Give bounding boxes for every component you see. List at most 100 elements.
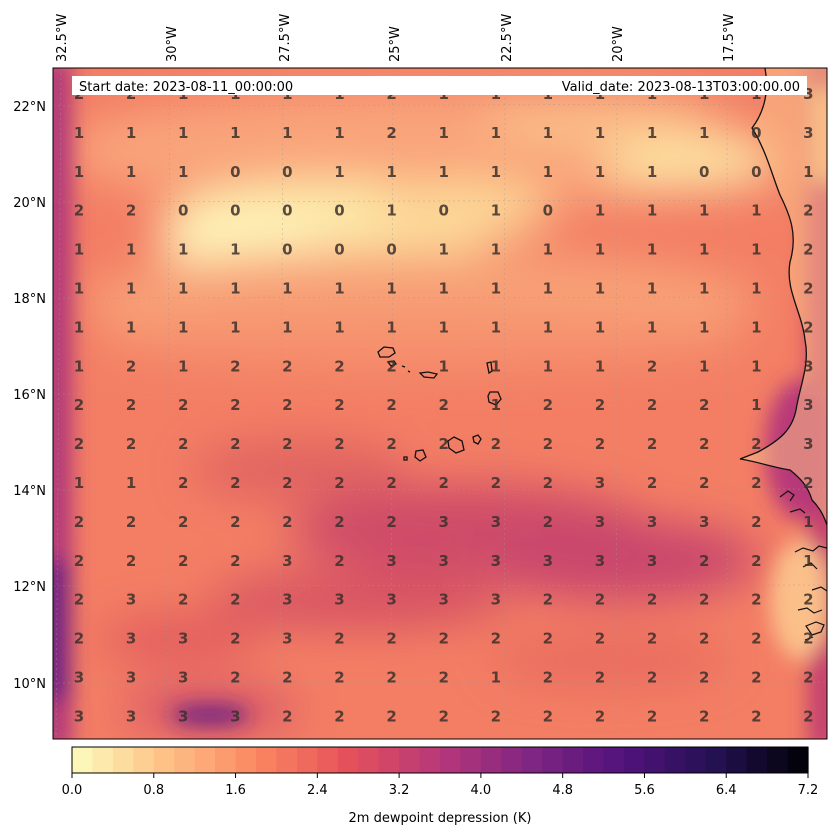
- grid-value-label: 1: [230, 241, 240, 259]
- grid-value-label: 1: [438, 357, 448, 375]
- grid-value-label: 1: [491, 396, 501, 414]
- colorbar-cell: [296, 747, 318, 773]
- colorbar-cell: [358, 747, 380, 773]
- grid-value-label: 2: [178, 513, 188, 531]
- grid-value-label: 3: [803, 396, 813, 414]
- lat-label-12n: 12°N: [13, 580, 46, 595]
- grid-value-label: 1: [74, 163, 84, 181]
- colorbar-tick-label: 1.6: [225, 783, 246, 798]
- grid-value-label: 3: [126, 630, 136, 648]
- field-blobs: [60, 90, 780, 730]
- colorbar-label: 2m dewpoint depression (K): [349, 811, 532, 826]
- lon-label-22-5w: 22.5°W: [500, 14, 515, 62]
- colorbar-cell: [378, 747, 400, 773]
- colorbar-cell: [460, 747, 482, 773]
- grid-value-label: 3: [126, 591, 136, 609]
- colorbar-tick-label: 7.2: [798, 783, 819, 798]
- grid-value-label: 2: [491, 630, 501, 648]
- header-box: [72, 76, 807, 95]
- grid-value-label: 3: [438, 513, 448, 531]
- colorbar-cell: [603, 747, 625, 773]
- grid-value-label: 2: [230, 396, 240, 414]
- grid-value-label: 0: [334, 202, 344, 220]
- grid-value-label: 0: [282, 163, 292, 181]
- grid-value-label: 1: [178, 163, 188, 181]
- grid-value-label: 3: [178, 669, 188, 687]
- colorbar-cell: [480, 747, 502, 773]
- grid-value-label: 2: [647, 707, 657, 725]
- colorbar-cell: [337, 747, 359, 773]
- grid-value-label: 1: [74, 280, 84, 298]
- longitude-labels: 32.5°W 30°W 27.5°W 25°W 22.5°W 20°W 17.5…: [55, 14, 737, 62]
- grid-value-labels: 2 2 1 1 1 1 2 1 1 1 1 1 1 1 3 1 1 1 1 1 1 2 1 1 1 1 1 1 0 3 1 1 1 0 0 1 1 1 1 1…: [74, 85, 814, 725]
- colorbar-ticks: 0.0 0.8 1.6 2.4 3.2 4.0 4.8 5.6 6.4 7.2: [62, 773, 819, 798]
- grid-value-label: 1: [386, 318, 396, 336]
- grid-value-label: 3: [282, 630, 292, 648]
- grid-value-label: 1: [334, 280, 344, 298]
- grid-value-label: 1: [438, 124, 448, 142]
- lat-label-20n: 20°N: [13, 196, 46, 211]
- grid-value-label: 2: [386, 124, 396, 142]
- grid-value-label: 2: [803, 669, 813, 687]
- colorbar-frame: [71, 746, 809, 774]
- grid-value-label: 1: [334, 124, 344, 142]
- grid-value-label: 2: [803, 280, 813, 298]
- grid-value-label: 2: [803, 630, 813, 648]
- grid-value-label: 2: [386, 357, 396, 375]
- grid-value-label: 0: [230, 202, 240, 220]
- grid-value-label: 2: [334, 630, 344, 648]
- grid-value-label: 1: [230, 124, 240, 142]
- grid-value-label: 1: [126, 241, 136, 259]
- grid-value-label: 1: [751, 280, 761, 298]
- grid-value-label: 1: [74, 241, 84, 259]
- grid-value-label: 3: [386, 552, 396, 570]
- grid-value-label: 1: [699, 202, 709, 220]
- colorbar-cell: [399, 747, 421, 773]
- colorbar: 0.0 0.8 1.6 2.4 3.2 4.0 4.8 5.6 6.4 7.2 2m dewpoi…: [62, 746, 819, 826]
- colorbar-cell: [787, 747, 809, 773]
- grid-value-label: 2: [230, 474, 240, 492]
- grid-value-label: 2: [334, 669, 344, 687]
- grid-value-label: 2: [543, 513, 553, 531]
- grid-value-label: 2: [595, 591, 605, 609]
- grid-value-label: 2: [74, 513, 84, 531]
- grid-value-label: 1: [230, 280, 240, 298]
- grid-value-label: 3: [595, 474, 605, 492]
- grid-value-label: 1: [126, 124, 136, 142]
- colorbar-cell: [726, 747, 748, 773]
- grid-value-label: 1: [386, 163, 396, 181]
- colorbar-cell: [133, 747, 155, 773]
- colorbar-cell: [92, 747, 114, 773]
- lon-label-32-5w: 32.5°W: [55, 14, 70, 62]
- cape-verde-islands: [377, 346, 502, 462]
- grid-value-label: 2: [334, 707, 344, 725]
- colorbar-cell: [644, 747, 666, 773]
- grid-value-label: 1: [595, 357, 605, 375]
- grid-value-label: 1: [491, 669, 501, 687]
- colorbar-tick-label: 2.4: [307, 783, 328, 798]
- grid-value-label: 2: [751, 707, 761, 725]
- grid-value-label: 2: [178, 435, 188, 453]
- grid-value-label: 2: [230, 591, 240, 609]
- grid-value-label: 2: [595, 435, 605, 453]
- grid-value-label: 2: [543, 591, 553, 609]
- lon-label-27-5w: 27.5°W: [278, 14, 293, 62]
- grid-value-label: 2: [282, 707, 292, 725]
- grid-value-label: 2: [647, 474, 657, 492]
- grid-value-label: 0: [751, 124, 761, 142]
- grid-value-label: 3: [386, 591, 396, 609]
- colorbar-cell: [440, 747, 462, 773]
- grid-value-label: 2: [699, 474, 709, 492]
- colorbar-tick-label: 4.0: [471, 783, 492, 798]
- lat-label-10n: 10°N: [13, 677, 46, 692]
- colorbar-cell: [624, 747, 646, 773]
- grid-value-label: 2: [647, 396, 657, 414]
- map-frame: [52, 67, 828, 740]
- grid-value-label: 2: [543, 474, 553, 492]
- grid-value-label: 2: [282, 357, 292, 375]
- grid-value-label: 2: [699, 630, 709, 648]
- grid-value-label: 1: [178, 124, 188, 142]
- colorbar-cell: [705, 747, 727, 773]
